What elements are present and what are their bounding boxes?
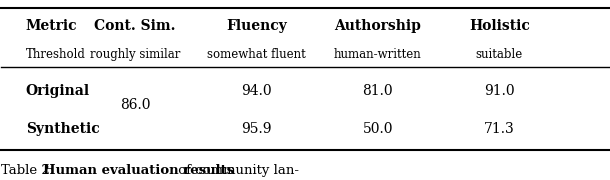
Text: 95.9: 95.9 xyxy=(241,122,271,136)
Text: human-written: human-written xyxy=(334,48,422,61)
Text: Synthetic: Synthetic xyxy=(26,122,99,136)
Text: 86.0: 86.0 xyxy=(120,98,150,112)
Text: Cont. Sim.: Cont. Sim. xyxy=(94,19,176,33)
Text: Table 2:: Table 2: xyxy=(1,164,59,177)
Text: 71.3: 71.3 xyxy=(484,122,515,136)
Text: of community lan-: of community lan- xyxy=(174,164,300,177)
Text: suitable: suitable xyxy=(476,48,523,61)
Text: Threshold: Threshold xyxy=(26,48,85,61)
Text: roughly similar: roughly similar xyxy=(90,48,180,61)
Text: Fluency: Fluency xyxy=(226,19,287,33)
Text: 50.0: 50.0 xyxy=(362,122,393,136)
Text: 81.0: 81.0 xyxy=(362,84,393,98)
Text: Authorship: Authorship xyxy=(334,19,422,33)
Text: Metric: Metric xyxy=(26,19,77,33)
Text: Human evaluation results: Human evaluation results xyxy=(43,164,234,177)
Text: 91.0: 91.0 xyxy=(484,84,515,98)
Text: somewhat fluent: somewhat fluent xyxy=(207,48,306,61)
Text: Holistic: Holistic xyxy=(469,19,529,33)
Text: Original: Original xyxy=(26,84,90,98)
Text: 94.0: 94.0 xyxy=(241,84,271,98)
